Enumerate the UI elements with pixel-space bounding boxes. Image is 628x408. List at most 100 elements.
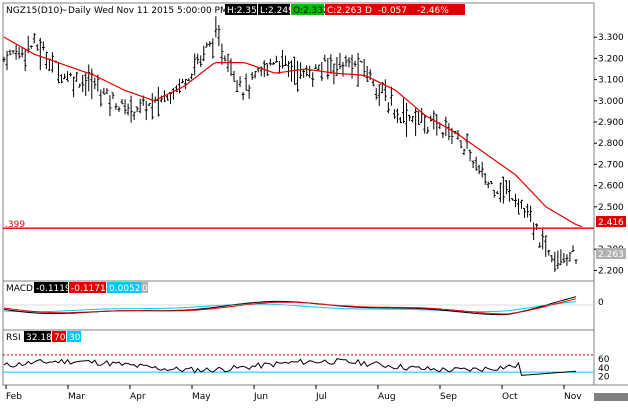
chart-header: NGZ15(D10) ~ Daily Wed Nov 11 2015 5:00:… (6, 4, 465, 16)
ohlc-bar (20, 47, 24, 58)
ohlc-bar (516, 198, 520, 215)
ohlc-bar (280, 50, 284, 69)
header-interval: Daily (68, 6, 91, 16)
ohlc-bar (556, 250, 560, 270)
ohlc-bar (299, 62, 303, 79)
extra-value: 0 (142, 284, 148, 294)
header-tilde: ~ (60, 6, 68, 16)
ohlc-bar (247, 84, 251, 99)
ohlc-bar (135, 106, 139, 113)
extra-value-box (141, 282, 148, 293)
ohlc-bar (347, 57, 351, 68)
ohlc-bar (84, 73, 88, 97)
ohlc-bar (181, 78, 185, 84)
ohlc-bar (8, 49, 12, 56)
rsi-lower: 30 (69, 333, 81, 343)
ohlc-bar (81, 74, 85, 93)
header-direction: D (365, 6, 372, 16)
ohlc-bar (571, 245, 575, 253)
ohlc-bar (541, 227, 545, 250)
ohlc-bar (523, 207, 527, 218)
ohlc-bar (359, 60, 363, 63)
ohlc-bar (562, 253, 566, 264)
ohlc-bar (532, 222, 536, 241)
ohlc-bar (389, 86, 393, 106)
ohlc-bar (214, 16, 218, 38)
ohlc-bar (132, 111, 136, 121)
ohlc-bar (211, 38, 215, 59)
ohlc-bar (538, 242, 542, 248)
ohlc-bar (69, 72, 73, 77)
ohlc-bar (286, 61, 290, 77)
macd-lines (3, 296, 594, 316)
x-month-label: Apr (130, 392, 146, 402)
ohlc-bar (147, 103, 151, 107)
ohlc-bar (323, 54, 327, 62)
ohlc-bar (486, 181, 490, 189)
x-month-label: Jul (315, 392, 327, 402)
close-price-label: 2.263 (598, 250, 624, 260)
ohlc-bar (50, 52, 54, 73)
ohlc-bar (23, 48, 27, 72)
ohlc-bar (99, 89, 103, 107)
moving-average-line (3, 36, 583, 228)
ohlc-bar (63, 73, 67, 80)
ohlc-bar (32, 33, 36, 44)
ohlc-bar (398, 117, 402, 124)
ohlc-bar (123, 99, 127, 115)
ohlc-bar (498, 182, 502, 203)
ohlc-bar (93, 77, 97, 90)
ohlc-bar (187, 78, 191, 81)
ohlc-bar (75, 71, 79, 82)
ohlc-bar (411, 115, 415, 123)
ohlc-bar (250, 72, 254, 80)
ohlc-bar (371, 79, 375, 87)
last-price-box (596, 216, 626, 227)
ohlc-bar (408, 114, 412, 122)
ohlc-bar (271, 62, 275, 65)
rsi-value-box (24, 331, 51, 342)
header-datetime: Wed Nov 11 2015 5:00:00 PM (94, 6, 228, 16)
ohlc-bar (117, 106, 121, 112)
ohlc-bar (184, 78, 188, 90)
ohlc-bar (165, 94, 169, 101)
hist-value-box (107, 282, 141, 293)
ohlc-bar (274, 55, 278, 63)
price-tick-label: 3.300 (598, 33, 624, 43)
ohlc-bar (178, 78, 182, 94)
ohlc-bar (568, 252, 572, 262)
ohlc-bar (395, 108, 399, 124)
ohlc-bar (423, 115, 427, 134)
ohlc-bar (510, 198, 514, 201)
x-month-label: Mar (68, 392, 85, 402)
ohlc-bar (256, 67, 260, 73)
ohlc-bar (120, 98, 124, 105)
ohlc-bar (520, 199, 524, 209)
ohlc-bar (504, 180, 508, 195)
scroll-handle[interactable] (594, 393, 628, 401)
ohlc-bar (338, 52, 342, 70)
ohlc-bar (90, 68, 94, 100)
ohlc-bar (241, 91, 245, 101)
x-month-label: Nov (564, 392, 582, 402)
ohlc-bar (374, 87, 378, 100)
ohlc-bar (302, 69, 306, 78)
rsi-label: RSI (6, 333, 21, 343)
x-month-label: Jun (253, 392, 268, 402)
signal-value-box (69, 282, 106, 293)
ohlc-bar (513, 193, 517, 208)
price-bars (2, 16, 578, 272)
price-tick-label: 3.100 (598, 76, 624, 86)
ohlc-bar (41, 41, 45, 51)
ohlc-bar (326, 57, 330, 80)
ohlc-bar (547, 249, 551, 256)
ohlc-bar (29, 45, 33, 49)
ohlc-bar (262, 60, 266, 77)
ohlc-bar (283, 55, 287, 66)
ohlc-bar (11, 50, 15, 54)
ohlc-bar (111, 92, 115, 100)
ohlc-bar (474, 156, 478, 171)
open-box (291, 4, 324, 15)
ohlc-bar (435, 114, 439, 136)
